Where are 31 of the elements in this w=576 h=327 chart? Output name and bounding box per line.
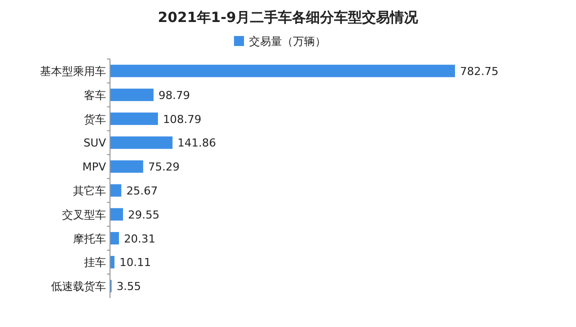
data-label: 75.29	[148, 160, 180, 174]
bar	[110, 256, 114, 268]
y-tick-label: 挂车	[84, 256, 106, 270]
legend-label: 交易量（万辆）	[249, 35, 326, 48]
bar	[110, 112, 158, 125]
y-tick-label: 低速载货车	[51, 280, 106, 294]
bar	[110, 64, 455, 78]
y-tick-label: 基本型乘用车	[40, 64, 106, 78]
chart-title: 2021年1-9月二手车各细分车型交易情况	[158, 9, 420, 26]
data-label: 98.79	[158, 88, 190, 102]
bar	[110, 136, 173, 149]
bar	[110, 232, 119, 244]
data-label: 141.86	[178, 136, 216, 150]
data-label: 29.55	[128, 208, 160, 222]
bar	[110, 88, 154, 102]
data-label: 20.31	[124, 232, 156, 246]
y-tick-label: 客车	[84, 88, 106, 102]
y-tick-label: 其它车	[73, 184, 106, 198]
y-tick-label: MPV	[82, 160, 106, 174]
data-label: 3.55	[116, 280, 142, 294]
y-tick-label: 交叉型车	[62, 208, 106, 222]
y-tick-label: 摩托车	[73, 232, 106, 246]
bar	[110, 208, 124, 221]
bar	[110, 160, 144, 173]
data-label: 782.75	[460, 64, 498, 78]
data-label: 10.11	[119, 256, 151, 270]
data-label: 25.67	[126, 184, 158, 198]
bar	[110, 184, 122, 197]
y-tick-label: 货车	[84, 112, 106, 126]
data-label: 108.79	[162, 112, 202, 126]
y-tick-label: SUV	[83, 136, 106, 150]
